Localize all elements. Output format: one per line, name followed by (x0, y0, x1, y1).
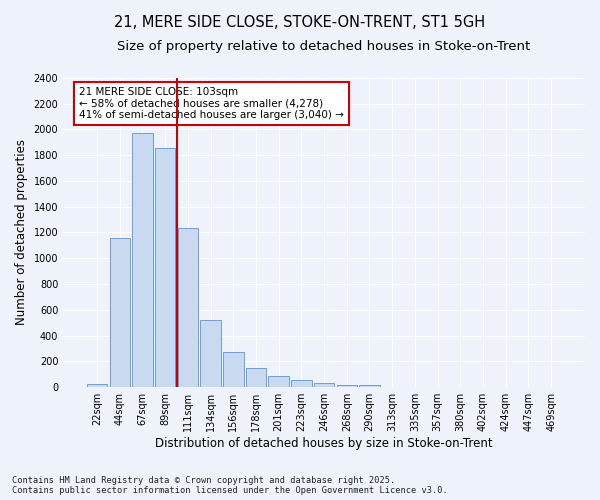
Text: 21, MERE SIDE CLOSE, STOKE-ON-TRENT, ST1 5GH: 21, MERE SIDE CLOSE, STOKE-ON-TRENT, ST1… (115, 15, 485, 30)
Text: Contains HM Land Registry data © Crown copyright and database right 2025.
Contai: Contains HM Land Registry data © Crown c… (12, 476, 448, 495)
X-axis label: Distribution of detached houses by size in Stoke-on-Trent: Distribution of detached houses by size … (155, 437, 493, 450)
Bar (337, 386, 357, 387)
Bar (155, 148, 175, 387)
Bar (291, 380, 311, 387)
Bar (246, 368, 266, 387)
Bar (110, 238, 130, 387)
Bar (268, 376, 289, 387)
Y-axis label: Number of detached properties: Number of detached properties (15, 140, 28, 326)
Bar (178, 228, 198, 387)
Bar (223, 352, 244, 387)
Bar (314, 382, 334, 387)
Bar (132, 133, 153, 387)
Bar (359, 386, 380, 387)
Bar (87, 384, 107, 387)
Text: 21 MERE SIDE CLOSE: 103sqm
← 58% of detached houses are smaller (4,278)
41% of s: 21 MERE SIDE CLOSE: 103sqm ← 58% of deta… (79, 87, 344, 120)
Bar (382, 386, 403, 387)
Bar (200, 320, 221, 387)
Title: Size of property relative to detached houses in Stoke-on-Trent: Size of property relative to detached ho… (118, 40, 531, 53)
